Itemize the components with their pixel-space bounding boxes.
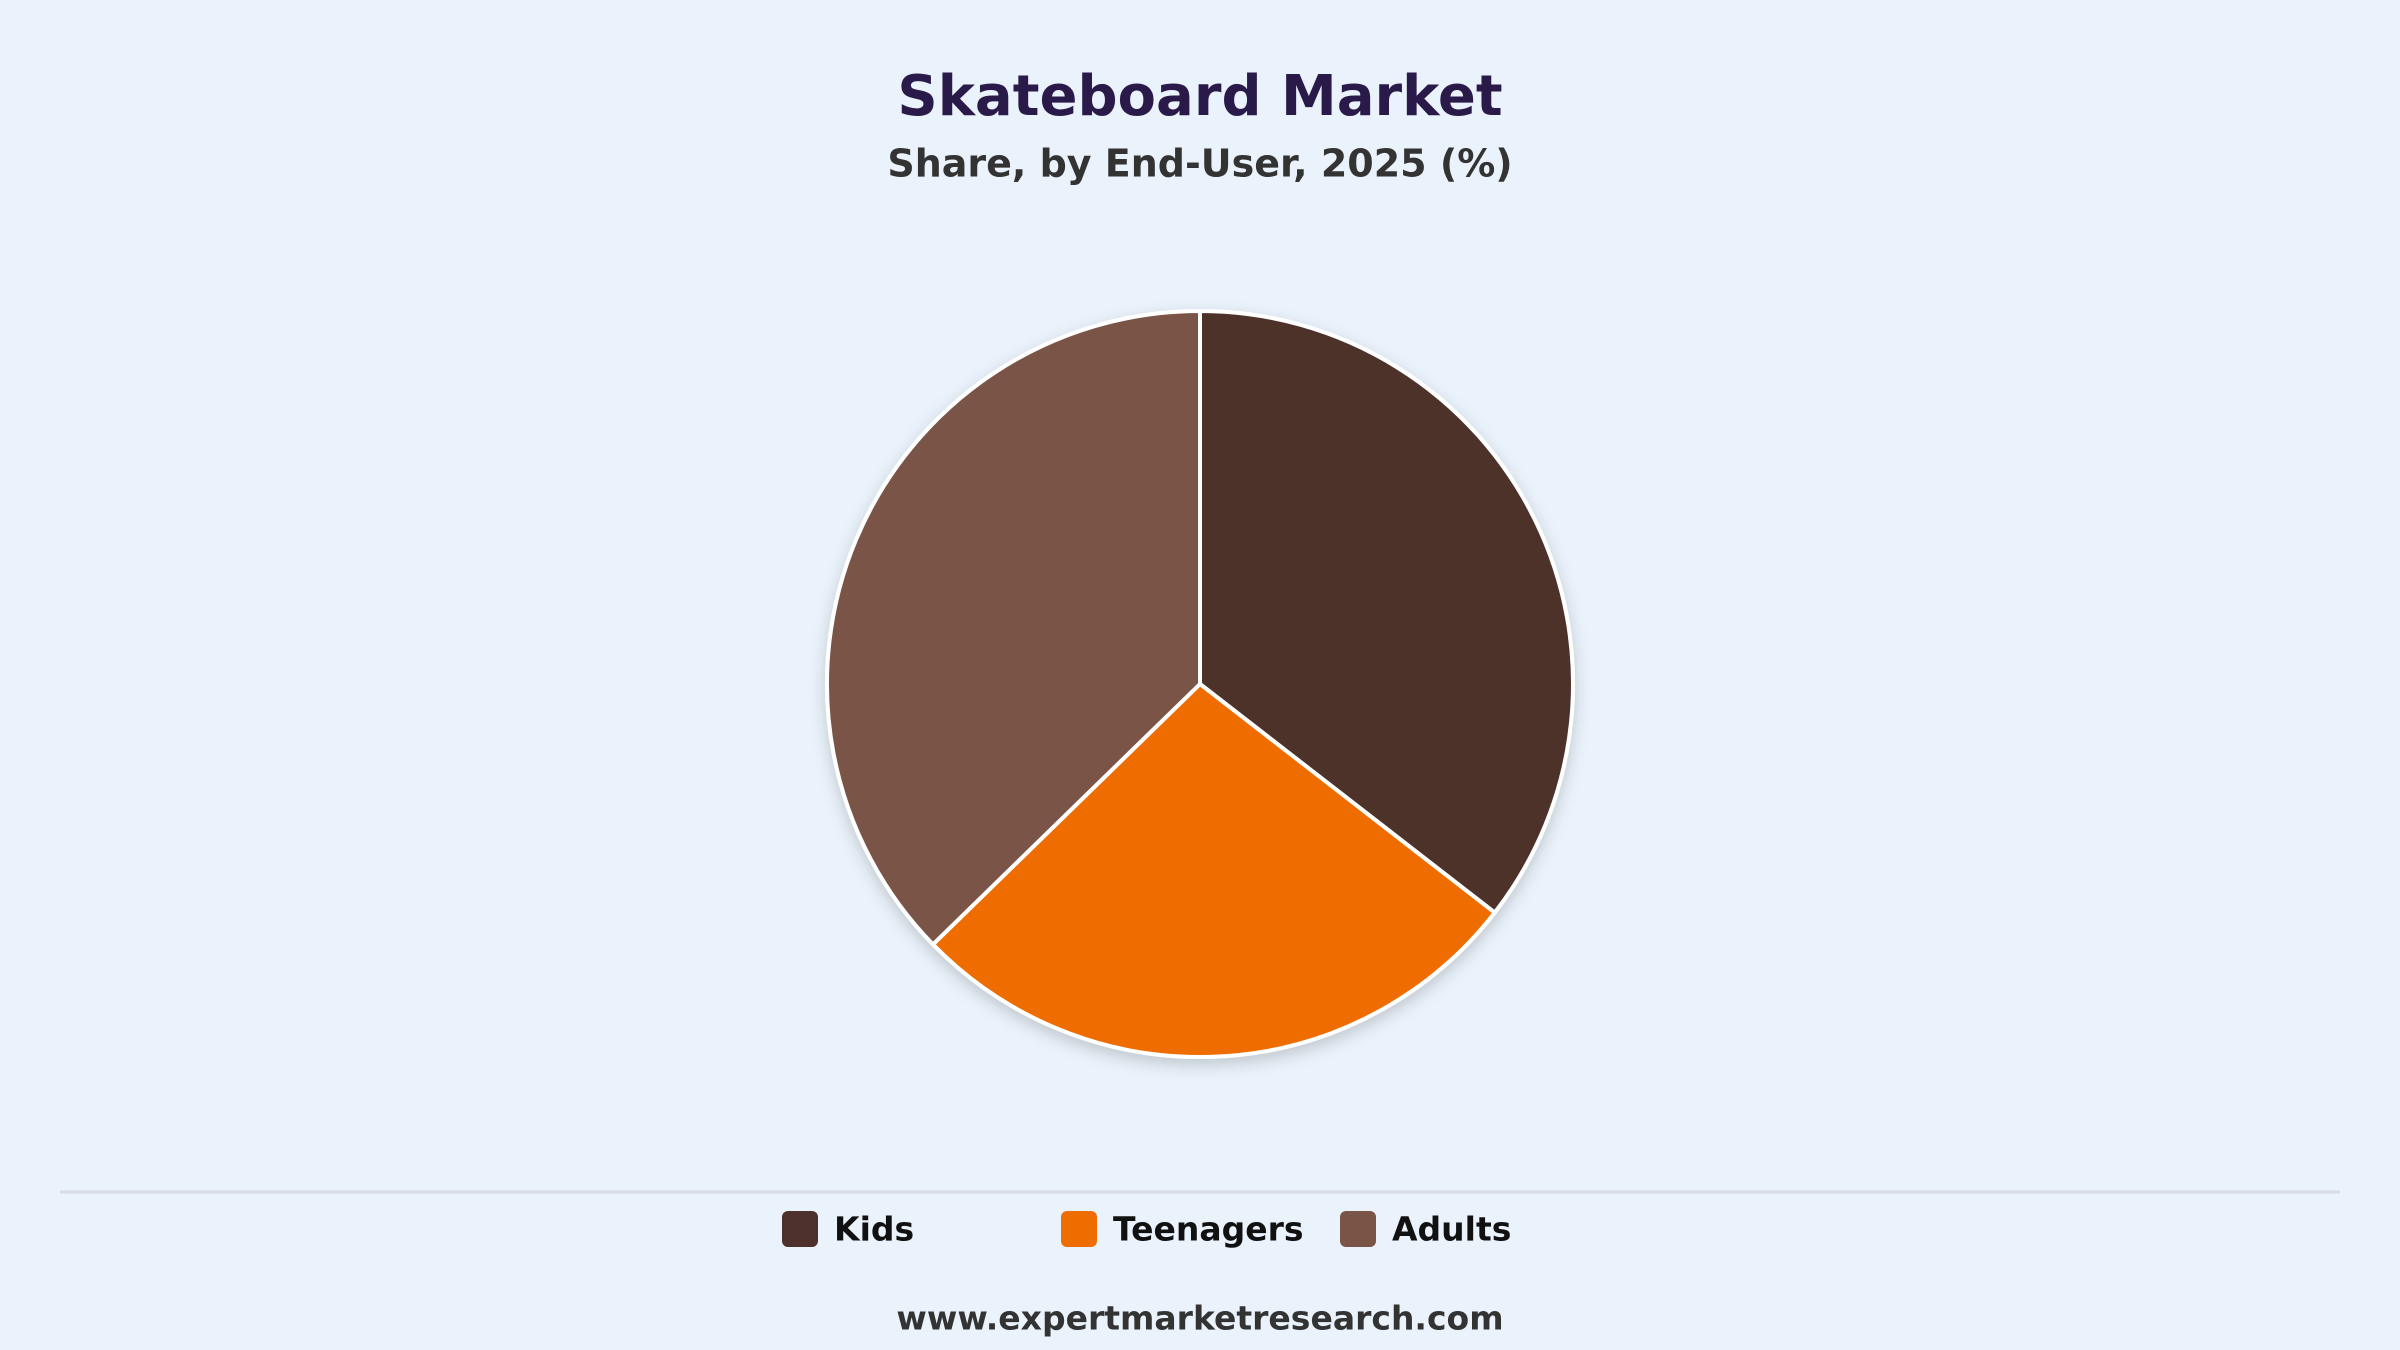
legend-swatch [1061,1211,1097,1247]
legend-label: Kids [834,1210,914,1249]
legend-swatch [1340,1211,1376,1247]
legend-swatch [782,1211,818,1247]
pie-slice [930,682,1497,1059]
legend-label: Adults [1392,1210,1511,1249]
legend-label: Teenagers [1113,1210,1304,1249]
pie-slice [1198,309,1575,915]
pie-slice [825,309,1202,947]
chart-title: Skateboard Market [897,64,1502,129]
legend: Kids Teenagers Adults [782,1210,1511,1249]
source: www.expertmarketresearch.com [896,1299,1503,1338]
pie [825,309,1575,1059]
chart-subtitle: Share, by End-User, 2025 (%) [887,142,1512,186]
